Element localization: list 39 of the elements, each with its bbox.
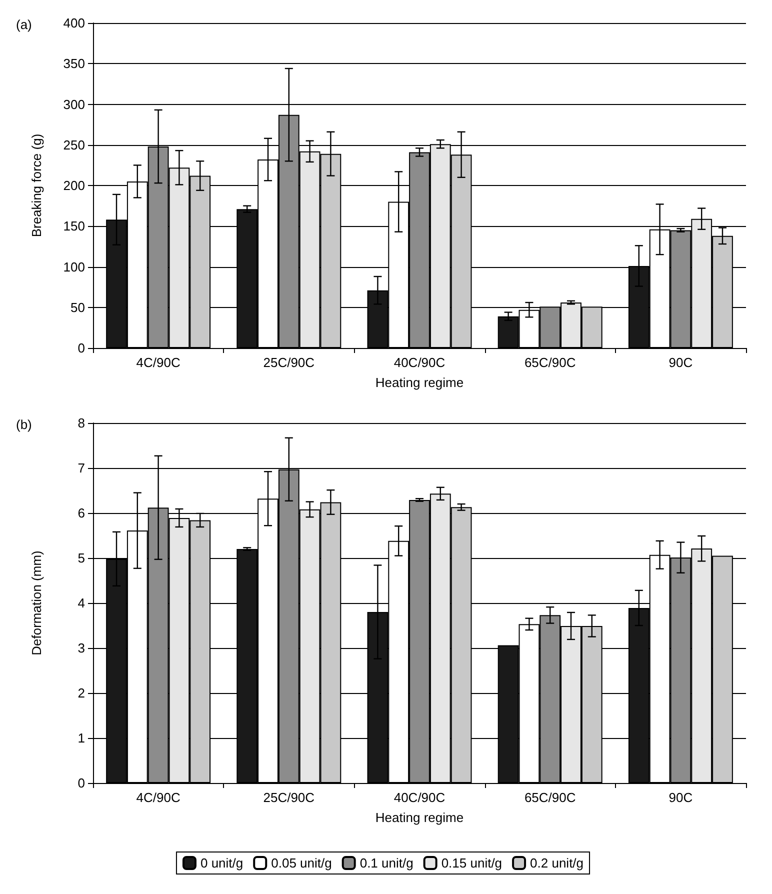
y-tick-label: 3 [78, 640, 85, 656]
y-tick-label: 400 [63, 16, 85, 30]
x-axis-title: Heating regime [375, 375, 464, 390]
legend-label: 0.15 unit/g [441, 856, 502, 870]
x-tick-label: 40C/90C [394, 790, 446, 805]
x-tick-label: 90C [668, 355, 693, 370]
legend-label: 0.05 unit/g [271, 856, 332, 870]
y-tick-label: 50 [70, 300, 85, 315]
y-tick-label: 6 [78, 506, 85, 520]
x-tick-label: 4C/90C [136, 790, 180, 805]
x-axis-title: Heating regime [375, 810, 464, 825]
y-axis-title: Deformation (mm) [29, 550, 44, 656]
legend-label: 0 unit/g [200, 856, 244, 870]
y-tick-label: 5 [78, 550, 85, 566]
y-tick-label: 200 [63, 178, 85, 193]
text: (b) [16, 417, 32, 432]
legend-label: 0.1 unit/g [360, 856, 414, 870]
y-tick-label: 8 [78, 416, 85, 430]
x-tick-label: 4C/90C [136, 355, 180, 370]
x-tick-label: 65C/90C [524, 790, 576, 805]
legend-label: 0.2 unit/g [530, 856, 584, 870]
y-tick-label: 2 [78, 686, 85, 700]
y-tick-label: 0 [78, 776, 85, 790]
y-tick-label: 7 [78, 460, 85, 476]
y-tick-label: 4 [78, 596, 85, 610]
x-tick-label: 25C/90C [263, 355, 315, 370]
y-tick-label: 1 [78, 730, 85, 746]
x-tick-label: 25C/90C [263, 790, 315, 805]
x-tick-label: 65C/90C [524, 355, 576, 370]
y-tick-label: 150 [63, 218, 85, 234]
x-tick-label: 40C/90C [394, 355, 446, 370]
y-tick-label: 250 [63, 137, 85, 152]
text: (a) [16, 17, 32, 32]
x-tick-label: 90C [668, 790, 693, 805]
y-tick-label: 0 [78, 340, 85, 356]
y-tick-label: 350 [63, 56, 85, 72]
y-tick-label: 100 [63, 259, 85, 274]
y-axis-title: Breaking force (g) [29, 134, 44, 238]
y-tick-label: 300 [63, 96, 85, 112]
